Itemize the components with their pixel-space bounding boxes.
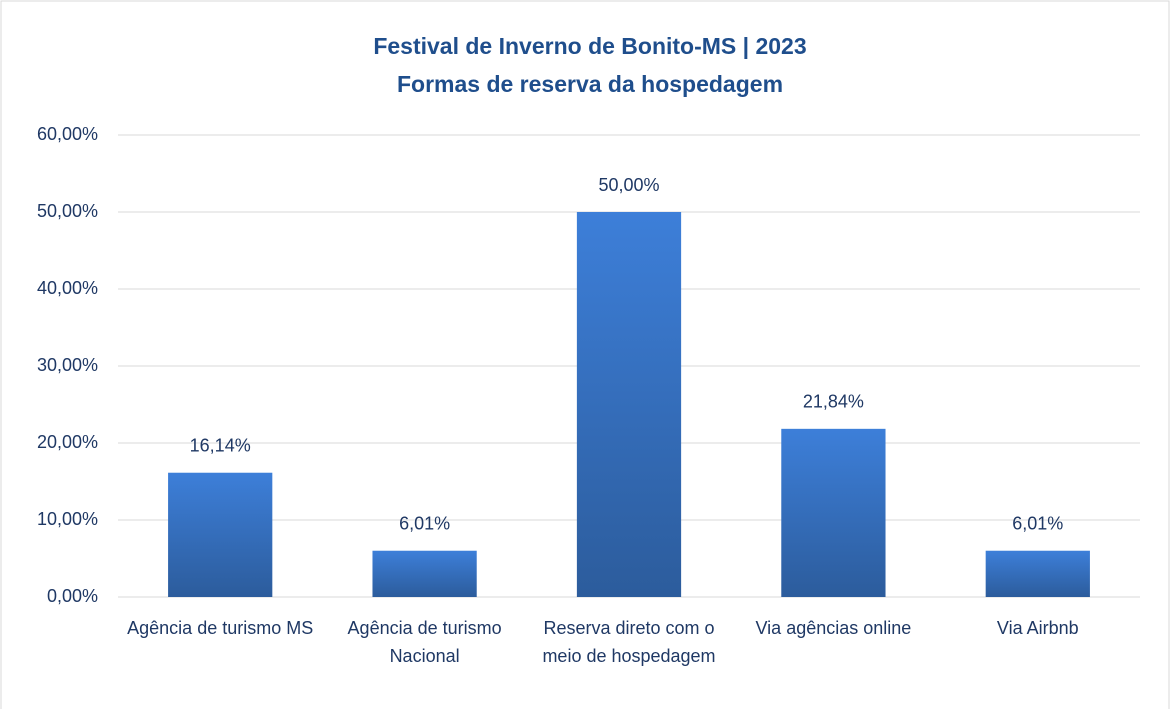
y-tick-label: 0,00% bbox=[47, 586, 98, 606]
data-label: 50,00% bbox=[598, 175, 659, 195]
x-tick-label: Agência de turismo MS bbox=[127, 618, 313, 638]
chart-title: Festival de Inverno de Bonito-MS | 2023 bbox=[373, 33, 806, 59]
x-tick-label: Agência de turismo Nacional bbox=[348, 618, 502, 666]
y-tick-label: 50,00% bbox=[37, 201, 98, 221]
bar bbox=[576, 212, 682, 597]
data-label: 16,14% bbox=[190, 435, 251, 455]
chart-title: Formas de reserva da hospedagem bbox=[397, 71, 783, 97]
x-tick-label: Via Airbnb bbox=[997, 618, 1079, 638]
y-tick-label: 30,00% bbox=[37, 355, 98, 375]
data-label: 6,01% bbox=[1012, 513, 1063, 533]
bar bbox=[372, 550, 477, 597]
bar bbox=[168, 472, 273, 597]
y-tick-label: 20,00% bbox=[37, 432, 98, 452]
y-tick-label: 60,00% bbox=[37, 124, 98, 144]
data-label: 6,01% bbox=[399, 513, 450, 533]
data-label: 21,84% bbox=[803, 392, 864, 412]
x-tick-label: Reserva direto com o meio de hospedagem bbox=[542, 618, 715, 666]
bar bbox=[985, 550, 1090, 597]
y-tick-label: 40,00% bbox=[37, 278, 98, 298]
y-tick-label: 10,00% bbox=[37, 509, 98, 529]
bar bbox=[781, 428, 886, 597]
x-tick-label: Via agências online bbox=[756, 618, 912, 638]
